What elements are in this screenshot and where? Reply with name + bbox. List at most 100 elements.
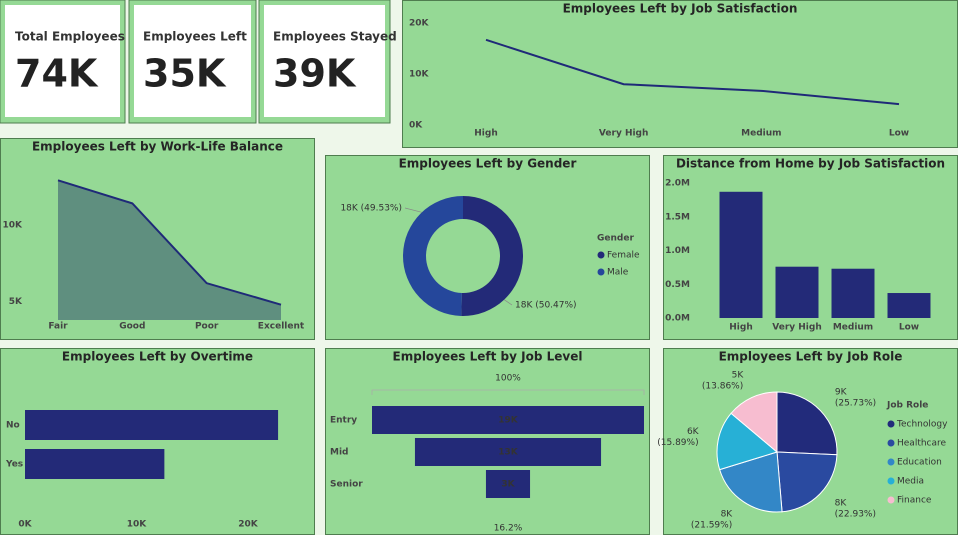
category-label: Senior: [330, 480, 363, 490]
legend-swatch: [597, 268, 605, 276]
legend-title: Job Role: [886, 401, 928, 411]
pie-slice: [719, 451, 783, 513]
area: [58, 180, 281, 320]
chart-title: Distance from Home by Job Satisfaction: [676, 157, 945, 171]
kpi-card: Employees Stayed 39K: [258, 0, 397, 124]
line: [57, 179, 282, 306]
kpi-value: 74K: [15, 52, 99, 96]
y-tick-label: 0.5M: [665, 280, 690, 290]
legend-label: Female: [607, 251, 640, 261]
kpi-label: Employees Left: [143, 30, 247, 44]
pie-slice: [776, 451, 838, 513]
x-tick-label: Low: [899, 323, 919, 333]
legend-label: Media: [897, 477, 924, 487]
category-label: Entry: [330, 416, 357, 426]
data-label: 3K: [501, 480, 515, 490]
x-tick-label: Excellent: [258, 322, 305, 332]
annotation: 100%: [495, 374, 521, 384]
kpi-label: Employees Stayed: [273, 30, 397, 44]
panel: [0, 348, 315, 535]
bar: [719, 191, 763, 318]
data-label: 19K: [498, 416, 519, 426]
kpi-card: Total Employees 74K: [0, 0, 126, 124]
pie-slice: [776, 391, 838, 456]
y-tick-label: 0.0M: [665, 314, 690, 324]
donut-slice: [461, 196, 523, 316]
data-label: 8K (21.59%): [691, 509, 733, 530]
legend-title: Gender: [597, 234, 634, 244]
leader-line: [503, 299, 513, 306]
y-tick-label: 5K: [9, 297, 23, 307]
bar: [25, 449, 165, 479]
y-tick-label: 2.0M: [665, 179, 690, 189]
kpi-card: Employees Left 35K: [128, 0, 257, 124]
y-tick-label: 1.0M: [665, 246, 690, 256]
data-label: 5K (13.86%): [702, 370, 744, 391]
x-tick-label: Medium: [833, 323, 873, 333]
bar: [887, 293, 931, 318]
legend-label: Healthcare: [897, 439, 947, 449]
bar: [25, 410, 279, 440]
x-tick-label: Medium: [741, 129, 781, 139]
chart-title: Employees Left by Job Satisfaction: [563, 2, 798, 16]
category-label: Mid: [330, 448, 348, 458]
chart-title: Employees Left by Job Level: [393, 350, 583, 364]
chart-title: Employees Left by Work-Life Balance: [32, 140, 283, 154]
panel: [402, 0, 958, 148]
x-tick-label: Poor: [195, 322, 219, 332]
chart-title: Employees Left by Job Role: [719, 350, 903, 364]
card-body: [264, 5, 385, 117]
legend-label: Technology: [896, 420, 948, 430]
panel: [325, 155, 650, 340]
annotation: 16.2%: [494, 524, 523, 534]
x-tick-label: Very High: [599, 129, 648, 139]
y-tick-label: Yes: [5, 460, 23, 470]
data-label: 18K (49.53%): [340, 204, 402, 214]
funnel-bar: [372, 406, 644, 434]
y-tick-label: 10K: [3, 220, 24, 230]
x-tick-label: 20K: [238, 520, 259, 530]
chart-title: Employees Left by Gender: [399, 157, 577, 171]
leader-line: [404, 207, 422, 213]
data-label: 8K (22.93%): [835, 498, 876, 519]
y-tick-label: 10K: [409, 70, 430, 80]
funnel-bracket: [371, 389, 645, 395]
data-label: 18K (50.47%): [515, 301, 577, 311]
bar: [775, 266, 819, 318]
legend-swatch: [887, 439, 895, 447]
y-tick-label: 20K: [409, 19, 430, 29]
data-label: 9K (25.73%): [835, 387, 876, 408]
kpi-value: 35K: [143, 52, 227, 96]
legend-label: Finance: [897, 496, 932, 506]
kpi-label: Total Employees: [15, 30, 125, 44]
x-tick-label: Fair: [48, 322, 68, 332]
funnel-bar: [414, 438, 602, 466]
x-tick-label: High: [729, 323, 752, 333]
legend-label: Male: [607, 268, 629, 278]
pie-slice: [716, 412, 779, 471]
legend-label: Education: [897, 458, 942, 468]
y-tick-label: 0K: [409, 121, 423, 131]
donut-slice: [402, 196, 463, 316]
card-body: [5, 5, 120, 117]
x-tick-label: 10K: [127, 520, 148, 530]
legend-swatch: [887, 477, 895, 485]
legend-swatch: [597, 251, 605, 259]
chart-title: Employees Left by Overtime: [62, 350, 253, 364]
y-tick-label: 1.5M: [665, 212, 690, 222]
x-tick-label: Good: [119, 322, 145, 332]
funnel-bar: [485, 470, 531, 498]
pie-slice: [730, 391, 778, 454]
legend-swatch: [887, 458, 895, 466]
x-tick-label: Very High: [772, 323, 821, 333]
x-tick-label: High: [474, 129, 497, 139]
data-label: 13K: [498, 448, 519, 458]
card-body: [134, 5, 251, 117]
x-tick-label: 0K: [18, 520, 32, 530]
bar: [831, 268, 875, 318]
legend-swatch: [887, 496, 895, 504]
data-label: 6K (15.89%): [657, 427, 699, 448]
y-tick-label: No: [6, 421, 20, 431]
kpi-value: 39K: [273, 52, 357, 96]
